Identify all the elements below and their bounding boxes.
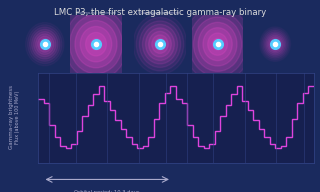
Circle shape — [40, 38, 50, 50]
Circle shape — [30, 27, 60, 61]
Circle shape — [80, 26, 112, 62]
Circle shape — [149, 31, 171, 57]
Circle shape — [264, 32, 286, 56]
Circle shape — [142, 24, 178, 64]
Circle shape — [59, 3, 133, 86]
Circle shape — [155, 38, 165, 50]
Circle shape — [267, 35, 283, 53]
Circle shape — [36, 34, 54, 55]
Circle shape — [139, 21, 181, 67]
Circle shape — [70, 15, 122, 74]
Circle shape — [64, 9, 128, 80]
Circle shape — [194, 17, 242, 71]
Circle shape — [133, 14, 187, 74]
Circle shape — [38, 36, 52, 52]
Text: Gamma-ray brightness: Gamma-ray brightness — [9, 85, 14, 149]
Text: Flux (above 100 MeV): Flux (above 100 MeV) — [15, 90, 20, 144]
Circle shape — [146, 28, 174, 60]
Circle shape — [136, 17, 184, 71]
Circle shape — [54, 0, 138, 92]
Circle shape — [212, 38, 223, 50]
Circle shape — [203, 28, 232, 61]
Circle shape — [189, 12, 246, 77]
Circle shape — [198, 22, 237, 66]
Circle shape — [268, 37, 282, 52]
Circle shape — [184, 6, 251, 82]
Circle shape — [263, 30, 288, 58]
Title: Gamma-ray minimum: Gamma-ray minimum — [140, 11, 180, 15]
Circle shape — [28, 25, 62, 64]
Circle shape — [208, 33, 228, 55]
Text: LMC P3, the first extragalactic gamma-ray binary: LMC P3, the first extragalactic gamma-ra… — [54, 8, 266, 17]
Circle shape — [266, 33, 285, 55]
Circle shape — [34, 32, 56, 57]
Circle shape — [270, 38, 280, 50]
Circle shape — [152, 35, 168, 53]
Circle shape — [75, 21, 117, 68]
Circle shape — [91, 38, 101, 50]
Title: Gamma-ray maximum: Gamma-ray maximum — [76, 11, 116, 15]
Circle shape — [85, 32, 107, 56]
Circle shape — [261, 29, 289, 60]
Circle shape — [179, 1, 256, 87]
Circle shape — [32, 29, 58, 59]
Text: Orbital period: 10.3 days: Orbital period: 10.3 days — [74, 190, 140, 192]
